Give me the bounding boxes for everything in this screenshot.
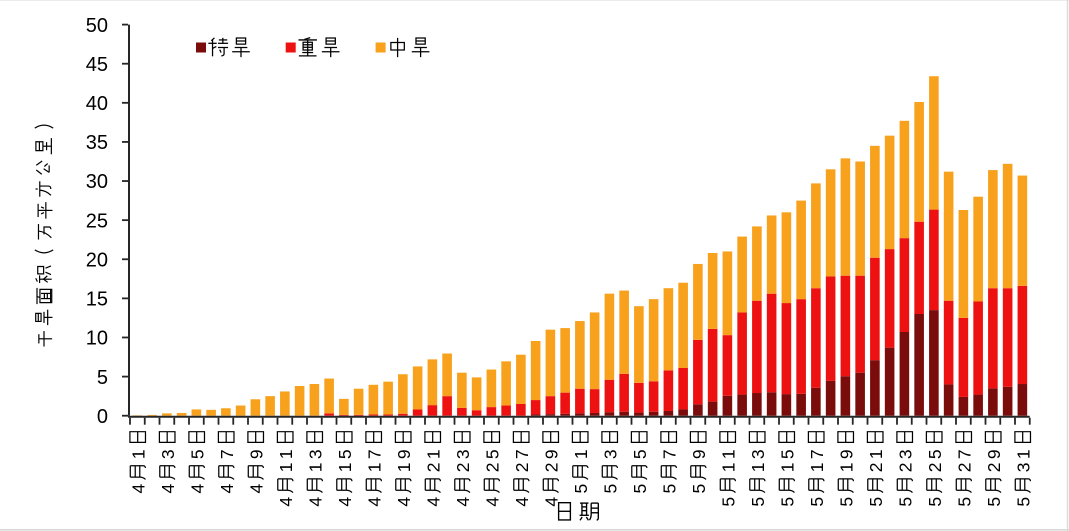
svg-text:4: 4: [364, 497, 384, 507]
svg-text:1: 1: [807, 463, 827, 473]
svg-text:4: 4: [453, 497, 473, 507]
svg-text:1: 1: [394, 463, 414, 473]
svg-text:5: 5: [807, 497, 827, 507]
svg-text:2: 2: [482, 463, 502, 473]
svg-text:1: 1: [276, 463, 296, 473]
svg-text:1: 1: [1013, 449, 1033, 459]
svg-text:7: 7: [217, 449, 237, 459]
svg-text:5: 5: [630, 484, 650, 494]
svg-text:2: 2: [954, 463, 974, 473]
svg-text:25: 25: [86, 210, 108, 232]
svg-text:5: 5: [748, 497, 768, 507]
svg-text:4: 4: [394, 497, 414, 507]
svg-text:45: 45: [86, 54, 108, 76]
svg-text:7: 7: [659, 449, 679, 459]
svg-text:1: 1: [423, 449, 443, 459]
svg-text:5: 5: [925, 497, 945, 507]
svg-text:1: 1: [748, 463, 768, 473]
svg-text:1: 1: [571, 449, 591, 459]
svg-text:1: 1: [777, 463, 797, 473]
svg-text:4: 4: [482, 497, 502, 507]
svg-text:1: 1: [335, 463, 355, 473]
svg-text:5: 5: [836, 497, 856, 507]
svg-text:4: 4: [423, 497, 443, 507]
svg-text:2: 2: [423, 463, 443, 473]
svg-text:2: 2: [925, 463, 945, 473]
svg-text:4: 4: [305, 497, 325, 507]
svg-text:30: 30: [86, 171, 108, 193]
svg-text:2: 2: [984, 463, 1004, 473]
svg-text:4: 4: [158, 483, 178, 493]
svg-text:3: 3: [158, 449, 178, 459]
svg-text:3: 3: [305, 449, 325, 459]
svg-text:5: 5: [954, 497, 974, 507]
svg-text:4: 4: [335, 497, 355, 507]
svg-text:1: 1: [718, 449, 738, 459]
svg-text:4: 4: [512, 497, 532, 507]
svg-text:2: 2: [895, 463, 915, 473]
svg-text:35: 35: [86, 132, 108, 154]
svg-text:7: 7: [512, 449, 532, 459]
svg-text:5: 5: [97, 367, 108, 389]
svg-text:3: 3: [453, 449, 473, 459]
svg-text:20: 20: [86, 250, 108, 272]
svg-text:5: 5: [1013, 497, 1033, 507]
svg-text:2: 2: [512, 463, 532, 473]
svg-text:1: 1: [305, 463, 325, 473]
svg-text:1: 1: [836, 463, 856, 473]
svg-text:3: 3: [1013, 463, 1033, 473]
svg-text:9: 9: [246, 449, 266, 459]
svg-text:7: 7: [954, 449, 974, 459]
svg-text:9: 9: [394, 449, 414, 459]
svg-text:40: 40: [86, 93, 108, 115]
svg-text:7: 7: [807, 449, 827, 459]
svg-text:1: 1: [128, 449, 148, 459]
svg-text:3: 3: [600, 449, 620, 459]
svg-text:5: 5: [689, 484, 709, 494]
svg-text:1: 1: [866, 449, 886, 459]
svg-text:3: 3: [895, 449, 915, 459]
svg-text:5: 5: [777, 497, 797, 507]
svg-text:5: 5: [925, 449, 945, 459]
svg-text:5: 5: [777, 449, 797, 459]
svg-text:1: 1: [276, 449, 296, 459]
svg-text:1: 1: [718, 463, 738, 473]
svg-text:2: 2: [453, 463, 473, 473]
svg-text:9: 9: [984, 449, 1004, 459]
svg-text:4: 4: [187, 483, 207, 493]
svg-text:5: 5: [984, 497, 1004, 507]
svg-text:5: 5: [335, 449, 355, 459]
svg-text:5: 5: [659, 484, 679, 494]
svg-text:50: 50: [86, 15, 108, 37]
svg-text:5: 5: [187, 449, 207, 459]
svg-text:15: 15: [86, 289, 108, 311]
svg-text:0: 0: [97, 406, 108, 428]
svg-text:5: 5: [718, 497, 738, 507]
svg-text:5: 5: [482, 449, 502, 459]
svg-text:5: 5: [895, 497, 915, 507]
svg-text:7: 7: [364, 449, 384, 459]
svg-text:4: 4: [217, 483, 237, 493]
svg-text:9: 9: [541, 449, 561, 459]
svg-text:4: 4: [276, 497, 296, 507]
svg-text:4: 4: [128, 483, 148, 493]
svg-text:2: 2: [541, 463, 561, 473]
svg-text:9: 9: [836, 449, 856, 459]
svg-text:5: 5: [866, 497, 886, 507]
svg-text:4: 4: [541, 497, 561, 507]
svg-text:5: 5: [600, 484, 620, 494]
svg-text:10: 10: [86, 328, 108, 350]
svg-text:4: 4: [246, 483, 266, 493]
svg-text:2: 2: [866, 463, 886, 473]
svg-text:5: 5: [630, 449, 650, 459]
svg-text:3: 3: [748, 449, 768, 459]
svg-text:9: 9: [689, 449, 709, 459]
svg-text:1: 1: [364, 463, 384, 473]
svg-text:5: 5: [571, 484, 591, 494]
